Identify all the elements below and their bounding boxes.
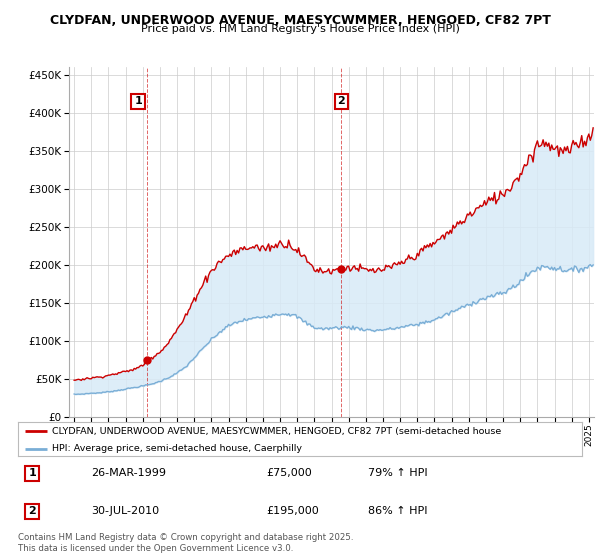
Text: 1: 1	[134, 96, 142, 106]
Text: CLYDFAN, UNDERWOOD AVENUE, MAESYCWMMER, HENGOED, CF82 7PT: CLYDFAN, UNDERWOOD AVENUE, MAESYCWMMER, …	[50, 14, 550, 27]
Text: 79% ↑ HPI: 79% ↑ HPI	[368, 468, 427, 478]
Text: 1: 1	[28, 468, 36, 478]
Text: CLYDFAN, UNDERWOOD AVENUE, MAESYCWMMER, HENGOED, CF82 7PT (semi-detached house: CLYDFAN, UNDERWOOD AVENUE, MAESYCWMMER, …	[52, 427, 501, 436]
Text: 30-JUL-2010: 30-JUL-2010	[91, 506, 160, 516]
Text: HPI: Average price, semi-detached house, Caerphilly: HPI: Average price, semi-detached house,…	[52, 444, 302, 453]
Text: 2: 2	[28, 506, 36, 516]
Text: 26-MAR-1999: 26-MAR-1999	[91, 468, 166, 478]
Text: Price paid vs. HM Land Registry's House Price Index (HPI): Price paid vs. HM Land Registry's House …	[140, 24, 460, 34]
Text: £75,000: £75,000	[266, 468, 312, 478]
Text: 2: 2	[338, 96, 346, 106]
Text: £195,000: £195,000	[266, 506, 319, 516]
Text: 86% ↑ HPI: 86% ↑ HPI	[368, 506, 427, 516]
Text: Contains HM Land Registry data © Crown copyright and database right 2025.
This d: Contains HM Land Registry data © Crown c…	[18, 533, 353, 553]
